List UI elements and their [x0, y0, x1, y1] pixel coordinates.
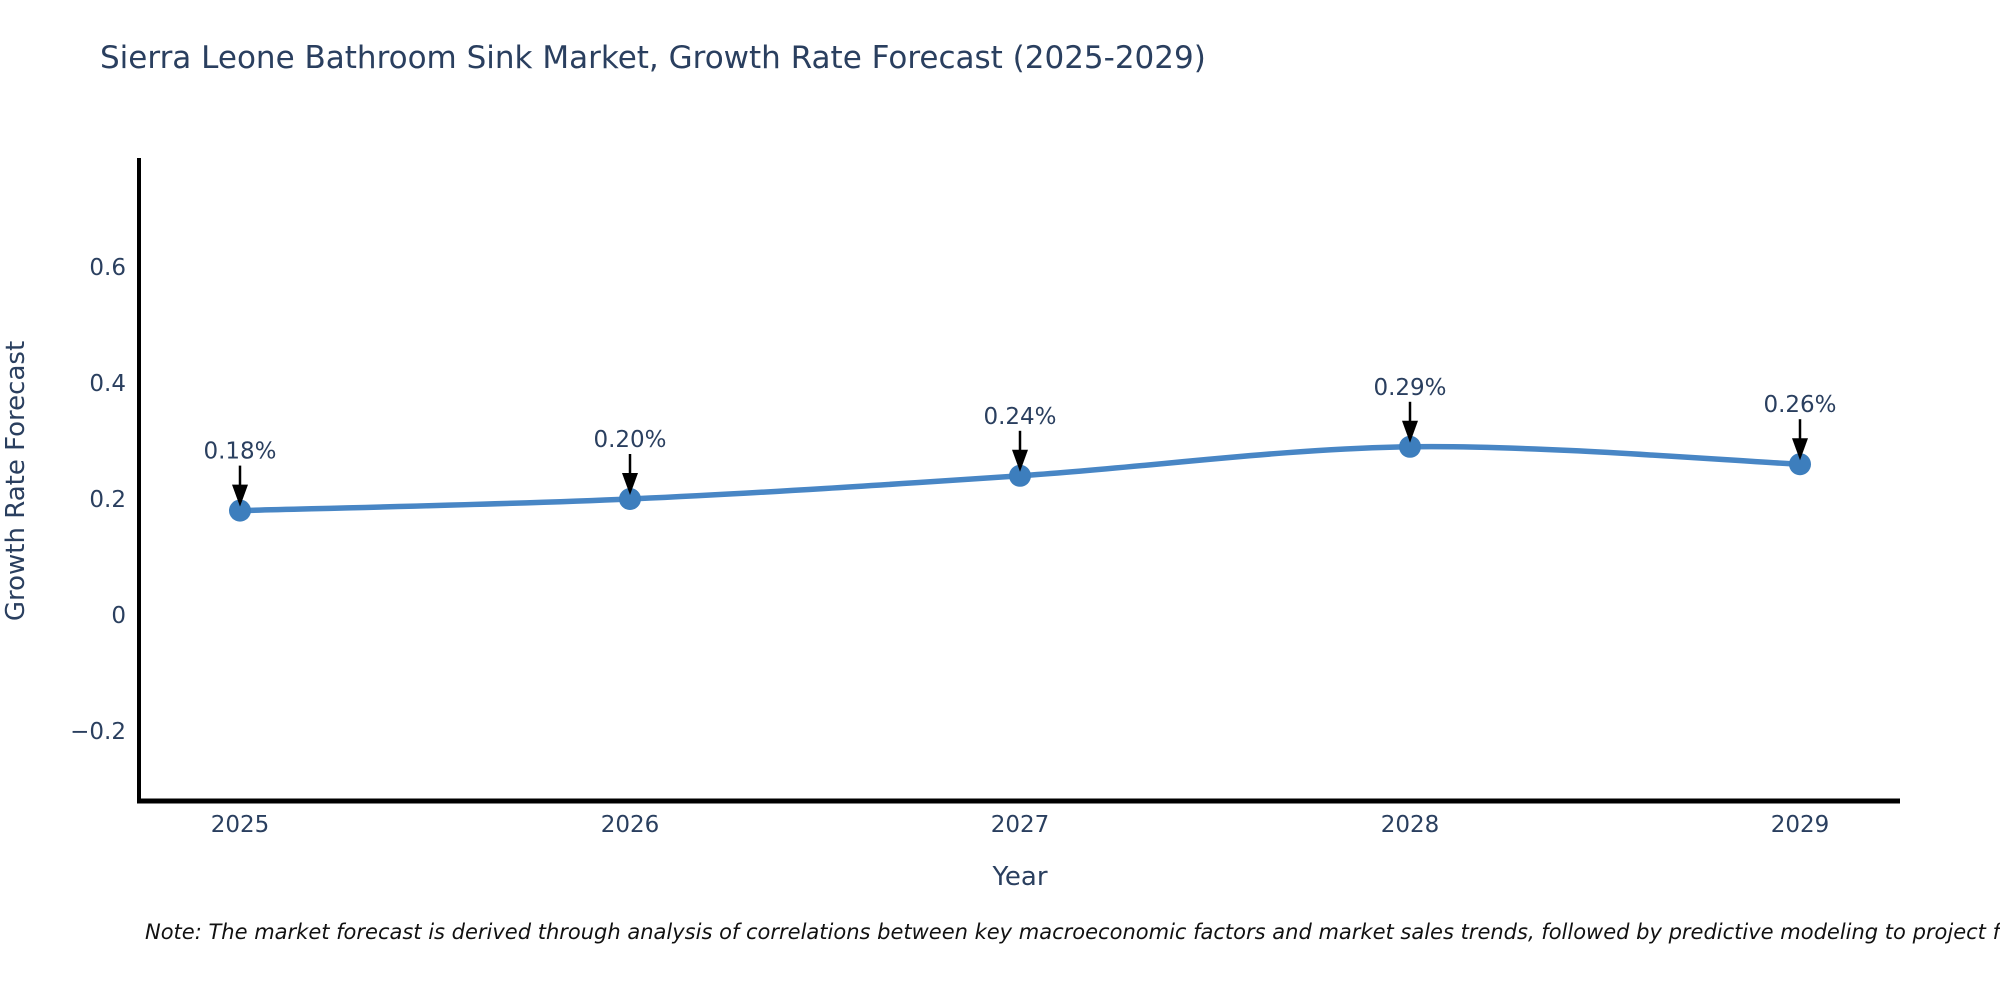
annotation-arrow-head — [1012, 449, 1028, 472]
x-tick-label: 2026 — [601, 812, 660, 838]
data-point-marker[interactable] — [1399, 435, 1421, 458]
data-point-marker[interactable] — [1789, 453, 1811, 476]
y-axis-title: Growth Rate Forecast — [1, 340, 31, 622]
data-point-label: 0.18% — [203, 439, 276, 465]
x-tick-label: 2027 — [991, 812, 1050, 838]
y-tick-label: 0.4 — [89, 371, 126, 397]
x-tick-label: 2029 — [1771, 812, 1830, 838]
data-point-label: 0.26% — [1763, 392, 1836, 418]
footnote: Note: The market forecast is derived thr… — [145, 920, 2000, 944]
chart-title: Sierra Leone Bathroom Sink Market, Growt… — [100, 40, 1206, 76]
data-point-label: 0.24% — [983, 404, 1056, 430]
annotation-arrow-head — [232, 484, 248, 507]
data-point-label: 0.20% — [593, 427, 666, 453]
y-tick-label: 0 — [111, 603, 126, 629]
data-point-marker[interactable] — [229, 499, 251, 522]
annotation-arrow-head — [1792, 438, 1808, 461]
data-point-label: 0.29% — [1373, 375, 1446, 401]
x-axis-title: Year — [992, 862, 1048, 892]
x-tick-label: 2028 — [1381, 812, 1440, 838]
annotation-arrow-head — [1402, 420, 1418, 443]
data-point-marker[interactable] — [1009, 464, 1031, 487]
y-tick-label: −0.2 — [70, 719, 126, 745]
x-tick-label: 2025 — [211, 812, 270, 838]
y-tick-label: 0.2 — [89, 487, 126, 513]
annotation-arrow-head — [622, 473, 638, 495]
y-tick-label: 0.6 — [89, 255, 126, 281]
data-point-marker[interactable] — [619, 488, 641, 510]
